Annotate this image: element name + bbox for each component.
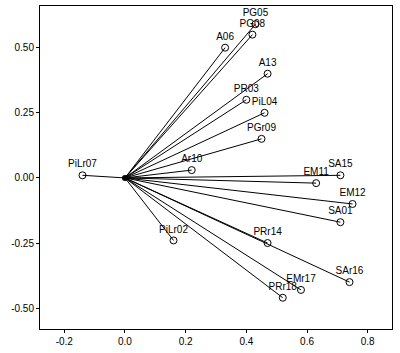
svg-text:PGr09: PGr09 — [247, 122, 276, 133]
svg-text:PR03: PR03 — [234, 83, 259, 94]
svg-text:PG08: PG08 — [240, 18, 266, 29]
svg-text:PiL04: PiL04 — [252, 96, 278, 107]
svg-text:SA01: SA01 — [328, 205, 353, 216]
svg-text:Ar10: Ar10 — [181, 153, 203, 164]
svg-text:PiLr02: PiLr02 — [159, 224, 188, 235]
svg-text:0.6: 0.6 — [300, 336, 314, 347]
svg-text:-0.2: -0.2 — [56, 336, 74, 347]
svg-text:A13: A13 — [259, 57, 277, 68]
svg-text:0.50: 0.50 — [15, 42, 35, 53]
svg-text:SAr16: SAr16 — [336, 265, 364, 276]
svg-text:0.4: 0.4 — [239, 336, 253, 347]
svg-text:EM12: EM12 — [339, 187, 366, 198]
svg-text:PG05: PG05 — [243, 7, 269, 18]
svg-text:0.8: 0.8 — [361, 336, 375, 347]
svg-text:PRr18: PRr18 — [269, 281, 298, 292]
svg-text:0.2: 0.2 — [179, 336, 193, 347]
svg-text:PiLr07: PiLr07 — [68, 158, 97, 169]
svg-text:EM11: EM11 — [303, 166, 329, 177]
svg-text:-0.50: -0.50 — [11, 303, 34, 314]
svg-text:PRr14: PRr14 — [253, 226, 282, 237]
svg-text:-0.25: -0.25 — [11, 238, 34, 249]
svg-text:0.25: 0.25 — [15, 107, 35, 118]
svg-text:A06: A06 — [216, 31, 234, 42]
svg-text:EMr17: EMr17 — [286, 273, 316, 284]
svg-text:SA15: SA15 — [328, 158, 353, 169]
svg-text:0.0: 0.0 — [118, 336, 132, 347]
svg-text:0.00: 0.00 — [15, 172, 35, 183]
